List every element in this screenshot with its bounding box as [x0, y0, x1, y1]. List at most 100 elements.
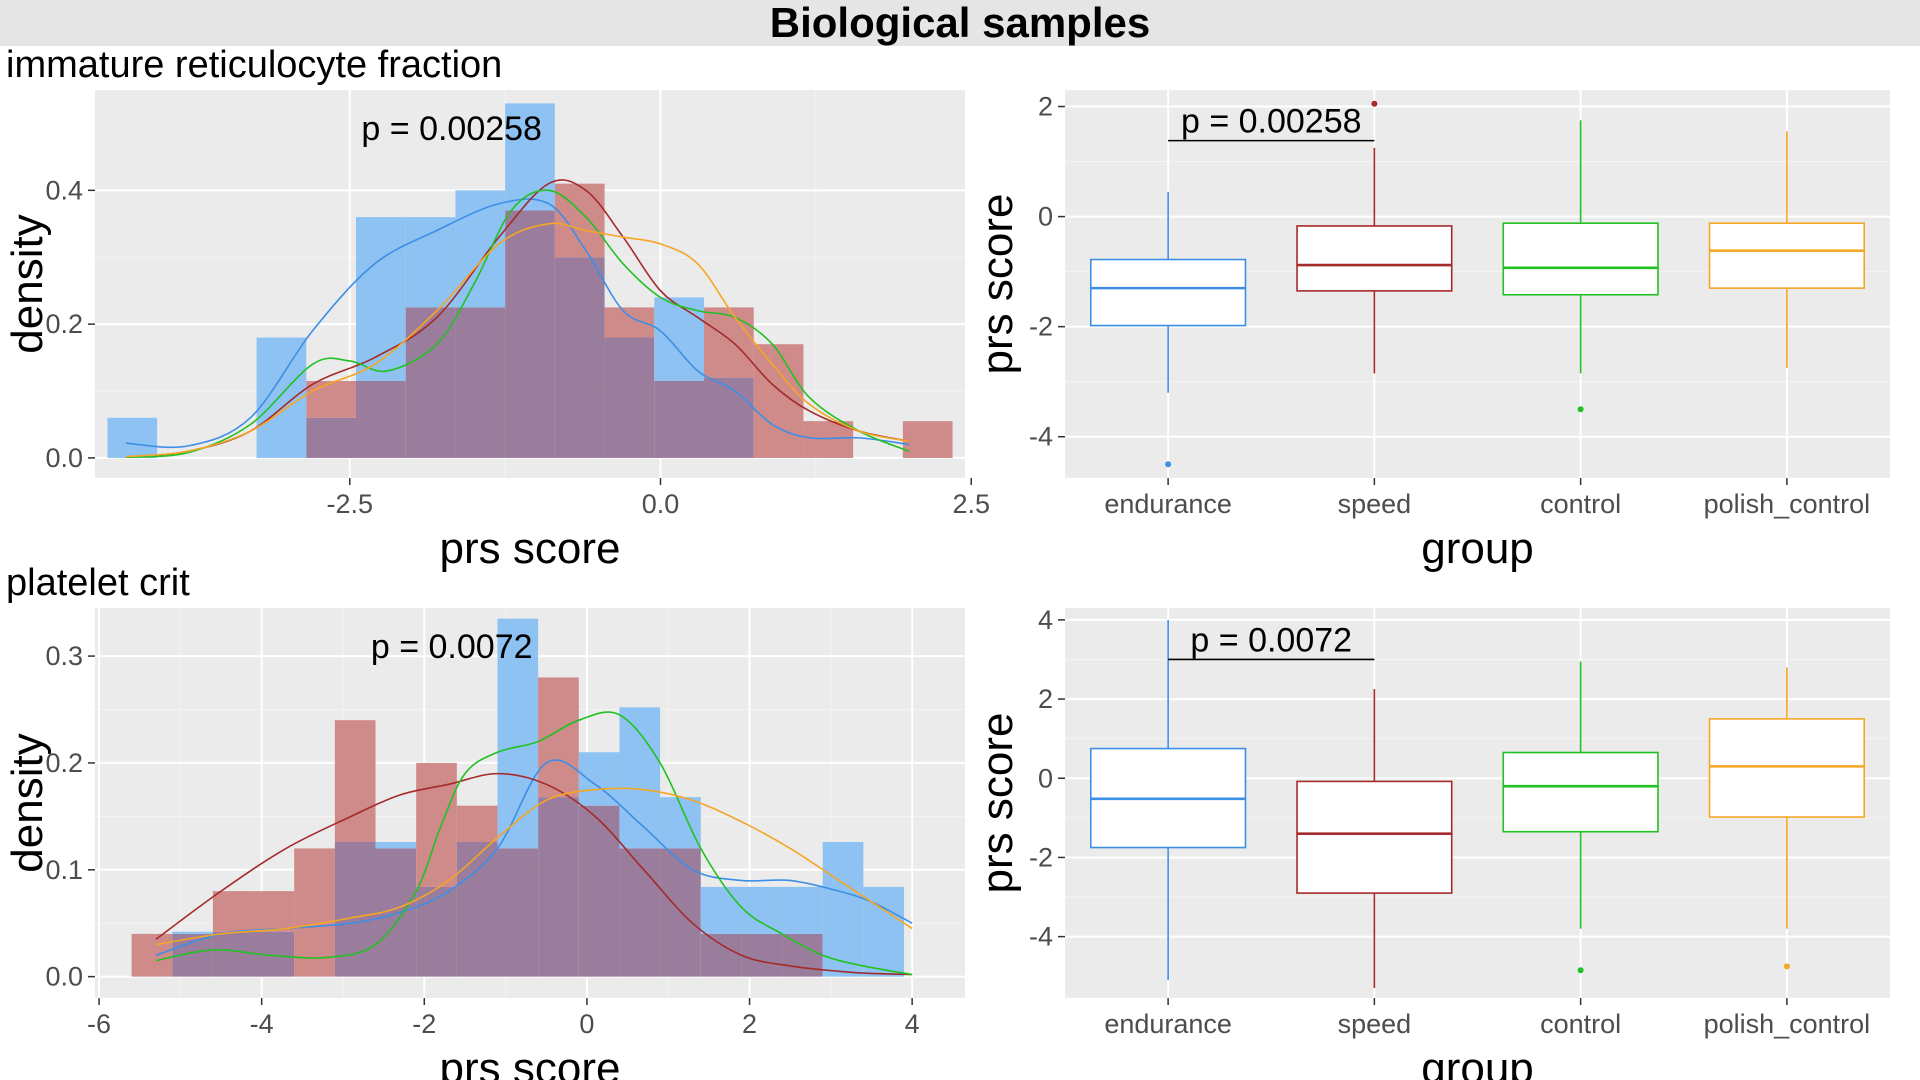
y-tick-label: 4 — [1038, 605, 1053, 635]
x-tick-label: speed — [1338, 489, 1412, 519]
density-line-endurance — [126, 198, 910, 449]
box-speed — [1296, 780, 1453, 894]
hist-bar-overlap — [700, 933, 742, 977]
y-tick-label: 2 — [1038, 92, 1053, 122]
x-tick-label: 0 — [579, 1009, 594, 1039]
hist-bar-speed — [131, 933, 173, 977]
hist-bar-overlap — [306, 417, 356, 458]
boxplot-irf: -4 -2 0 2 endurance speed control polish_contro… — [973, 90, 1890, 573]
hist-bar-endurance — [782, 886, 823, 934]
hist-bar-speed — [294, 848, 335, 977]
hist-bar-speed — [416, 762, 457, 887]
hist-bar-speed — [456, 805, 498, 842]
y-axis-title: prs score — [973, 194, 1022, 375]
box-polish_control — [1708, 222, 1866, 289]
outlier-endurance — [1165, 461, 1172, 468]
hist-bar-speed — [753, 344, 804, 458]
figure-title-banner: Biological samples — [0, 0, 1920, 46]
boxplot-plateletcrit: -4 -2 0 2 4 endurance speed control polish_contr… — [973, 605, 1890, 1080]
histogram-irf: -2.5 0.0 2.5 0.0 0.2 0.4 p = 0.00258 prs score d… — [3, 90, 990, 573]
p-value-annotation: p = 0.0072 — [1190, 621, 1352, 659]
x-axis-title: group — [1421, 524, 1534, 573]
x-tick-label: -6 — [87, 1009, 111, 1039]
hist-bar-endurance — [578, 752, 620, 806]
hist-bar-overlap — [619, 848, 661, 977]
density-line-speed — [155, 772, 913, 976]
density-line-control — [155, 711, 913, 976]
y-axis-title: density — [3, 733, 52, 872]
outlier-control — [1577, 967, 1584, 974]
outlier-polish_control — [1783, 963, 1790, 970]
x-tick-label: -2.5 — [327, 489, 374, 519]
p-value-annotation: p = 0.00258 — [1181, 103, 1362, 141]
hist-bar-overlap — [505, 210, 555, 458]
x-tick-label: speed — [1338, 1009, 1412, 1039]
outlier-control — [1577, 406, 1584, 413]
hist-bar-endurance — [505, 103, 555, 211]
hist-bar-overlap — [455, 307, 506, 458]
hist-bar-endurance — [619, 707, 661, 849]
y-tick-label: -4 — [1029, 922, 1053, 952]
hist-bar-endurance — [741, 886, 783, 934]
x-tick-label: control — [1540, 489, 1621, 519]
y-axis-title: prs score — [973, 713, 1022, 894]
x-tick-label: endurance — [1104, 489, 1232, 519]
hist-bar-speed — [604, 307, 655, 338]
hist-bar-speed — [253, 891, 295, 932]
y-tick-label: 2 — [1038, 684, 1053, 714]
hist-bar-overlap — [660, 848, 701, 977]
hist-bar-overlap — [654, 381, 704, 458]
x-tick-label: 0.0 — [642, 489, 680, 519]
hist-bar-overlap — [416, 886, 457, 977]
box-endurance — [1089, 258, 1247, 327]
hist-bar-endurance — [356, 217, 406, 381]
hist-bar-speed — [554, 183, 605, 258]
hist-bar-overlap — [741, 933, 783, 977]
hist-bar-endurance — [107, 417, 158, 458]
hist-bar-speed — [306, 381, 356, 418]
y-tick-label: 0.3 — [45, 641, 83, 671]
density-line-polish_control — [155, 787, 913, 946]
y-tick-label: 0 — [1038, 202, 1053, 232]
x-tick-label: 2 — [742, 1009, 757, 1039]
x-tick-label: polish_control — [1704, 1009, 1871, 1039]
hist-bar-overlap — [212, 931, 254, 977]
hist-bar-endurance — [822, 842, 864, 977]
p-value-annotation: p = 0.0072 — [371, 628, 533, 666]
hist-bar-overlap — [497, 848, 539, 977]
hist-bar-overlap — [554, 257, 605, 458]
hist-bar-endurance — [375, 842, 417, 849]
box-control — [1502, 751, 1659, 833]
outlier-speed — [1371, 100, 1378, 107]
hist-bar-overlap — [578, 805, 620, 977]
box-speed — [1296, 225, 1453, 292]
hist-bar-speed — [902, 421, 953, 458]
x-tick-label: 2.5 — [952, 489, 990, 519]
y-tick-label: 0.0 — [45, 962, 83, 992]
x-tick-label: -2 — [412, 1009, 436, 1039]
hist-bar-speed — [704, 307, 754, 378]
x-axis-title: prs score — [440, 1044, 621, 1080]
density-line-endurance — [155, 759, 913, 957]
hist-bar-endurance — [256, 337, 307, 458]
hist-bar-speed — [334, 720, 376, 842]
hist-bar-overlap — [604, 337, 655, 458]
x-tick-label: control — [1540, 1009, 1621, 1039]
x-tick-label: polish_control — [1704, 489, 1871, 519]
p-value-annotation: p = 0.00258 — [361, 110, 542, 148]
hist-bar-overlap — [356, 381, 406, 458]
hist-bar-overlap — [456, 842, 498, 977]
hist-bar-overlap — [782, 933, 823, 977]
hist-bar-speed — [212, 891, 254, 932]
section-title-plateletcrit: platelet crit — [6, 562, 190, 604]
figure-title: Biological samples — [769, 0, 1151, 46]
y-tick-label: 0.1 — [45, 855, 83, 885]
y-axis-title: density — [3, 214, 52, 353]
hist-bar-endurance — [654, 297, 704, 381]
histogram-plateletcrit: -6 -4 -2 0 2 4 0.0 0.1 0.2 0.3 p = 0.0072 prs score… — [3, 608, 965, 1080]
box-control — [1502, 222, 1659, 296]
y-tick-label: 0.2 — [45, 309, 83, 339]
x-tick-label: endurance — [1104, 1009, 1232, 1039]
y-tick-label: -4 — [1029, 422, 1053, 452]
y-tick-label: 0.2 — [45, 748, 83, 778]
